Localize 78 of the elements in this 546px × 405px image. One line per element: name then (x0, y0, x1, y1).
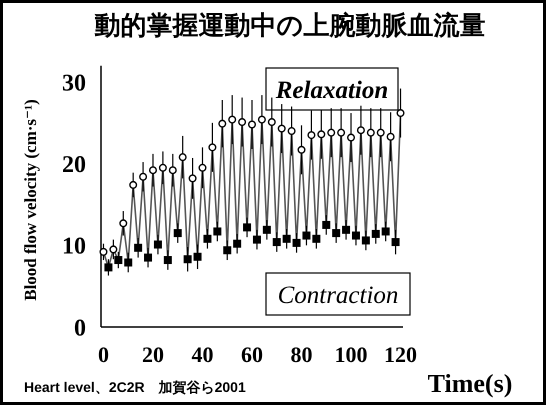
point (134, 244, 142, 252)
point (298, 146, 306, 154)
point (282, 234, 291, 243)
point (139, 172, 148, 181)
point (292, 238, 301, 247)
point (218, 120, 226, 128)
point (148, 166, 157, 174)
point (188, 174, 197, 182)
point (114, 256, 122, 264)
point (372, 230, 380, 238)
y-tick-label: 20 (62, 152, 86, 178)
y-tick-label: 10 (62, 234, 86, 260)
point (307, 131, 316, 140)
point (198, 164, 206, 172)
point (262, 226, 271, 234)
point (332, 229, 340, 238)
point (392, 238, 400, 246)
point (342, 226, 350, 234)
chart-title: 動的掌握運動中の上腕動脈血流量 (94, 10, 486, 40)
point (104, 263, 112, 272)
text: Heart level、2C2R 加賀谷ら2001 (24, 379, 246, 395)
point (194, 252, 202, 261)
point (376, 128, 385, 137)
point (109, 245, 118, 254)
point (258, 116, 266, 124)
point (154, 240, 162, 249)
point (366, 128, 375, 137)
point (99, 248, 108, 256)
point (352, 232, 360, 240)
point (268, 118, 276, 126)
point (213, 227, 222, 236)
x-axis-title: Time(s) (428, 369, 512, 398)
point (208, 143, 216, 152)
point (322, 220, 330, 229)
x-tick-label: 40 (191, 342, 214, 367)
point (168, 166, 177, 174)
annotation: Relaxation (274, 77, 388, 104)
point (238, 118, 246, 126)
point (382, 227, 390, 236)
point (203, 234, 212, 243)
point (288, 127, 296, 136)
x-tick-label: 0 (98, 342, 109, 367)
point (356, 126, 365, 134)
point (158, 164, 167, 172)
annotation: Contraction (278, 282, 398, 309)
point (302, 232, 310, 240)
point (327, 128, 336, 137)
point (228, 116, 236, 124)
point (396, 109, 405, 118)
x-tick-label: 60 (241, 342, 263, 367)
point (178, 153, 187, 162)
point (362, 236, 370, 244)
point (164, 256, 172, 264)
y-tick-label: 0 (74, 315, 86, 342)
point (248, 120, 256, 128)
x-tick-label: 100 (334, 342, 368, 367)
x-tick-label: 20 (142, 342, 164, 367)
x-tick-label: 80 (290, 342, 313, 367)
x-tick-label: 120 (384, 342, 418, 367)
point (278, 124, 286, 133)
point (252, 236, 261, 244)
point (119, 219, 128, 228)
point (386, 132, 395, 141)
point (174, 229, 182, 238)
point (337, 128, 346, 137)
point (184, 255, 192, 264)
point (347, 134, 356, 142)
y-tick-label: 30 (62, 70, 86, 96)
point (223, 246, 232, 254)
point (144, 254, 152, 262)
point (233, 240, 242, 248)
point (129, 180, 138, 189)
point (272, 238, 281, 246)
point (312, 234, 320, 243)
point (243, 223, 252, 232)
point (317, 130, 326, 138)
point (124, 258, 132, 266)
y-axis-title: Blood flow velocity (cm·s⁻¹) (21, 99, 40, 301)
